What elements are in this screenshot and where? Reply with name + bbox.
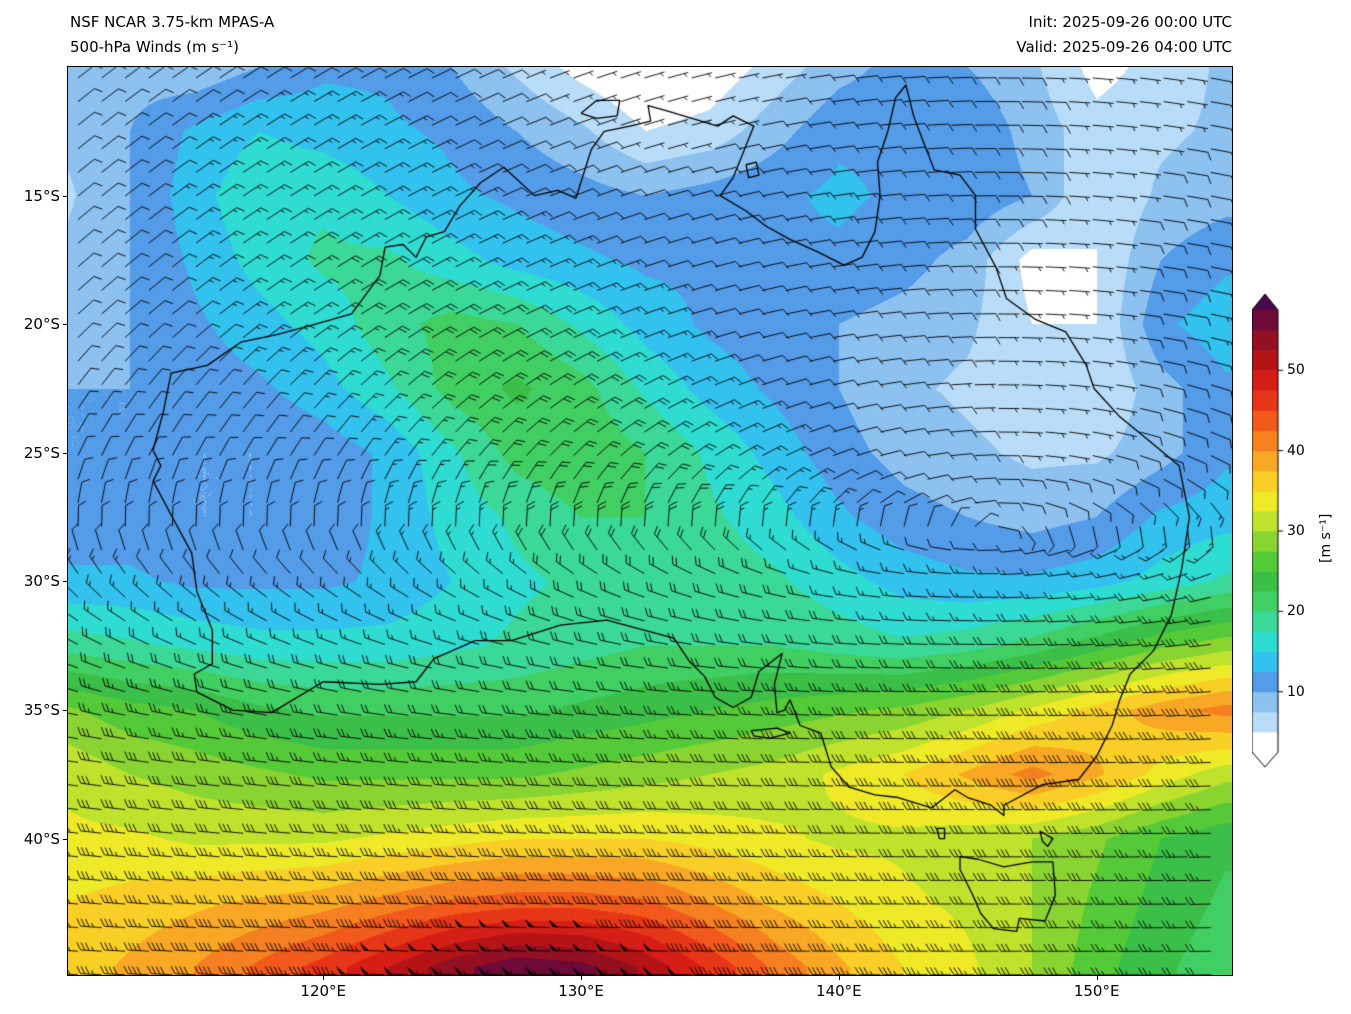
valid-time: Valid: 2025-09-26 04:00 UTC xyxy=(1016,38,1232,56)
wind-map-canvas xyxy=(68,67,1232,975)
colorbar-unit-label: [m s⁻¹] xyxy=(1318,513,1334,563)
y-tick-mark xyxy=(63,195,67,197)
field-title: 500-hPa Winds (m s⁻¹) xyxy=(70,38,239,56)
y-tick-label: 30°S xyxy=(23,572,60,591)
colorbar-tick-label: 50 xyxy=(1287,362,1305,379)
y-tick-mark xyxy=(63,838,67,840)
y-tick-mark xyxy=(63,710,67,712)
init-time: Init: 2025-09-26 00:00 UTC xyxy=(1028,13,1232,31)
x-tick-mark xyxy=(1096,976,1098,980)
y-tick-mark xyxy=(63,581,67,583)
colorbar-tick-label: 10 xyxy=(1287,683,1305,700)
x-tick-mark xyxy=(323,976,325,980)
y-tick-label: 25°S xyxy=(23,443,60,462)
x-tick-label: 130°E xyxy=(558,982,604,1000)
colorbar-tick-label: 20 xyxy=(1287,603,1305,620)
model-title: NSF NCAR 3.75-km MPAS-A xyxy=(70,13,275,31)
y-tick-mark xyxy=(63,452,67,454)
colorbar-tick-label: 40 xyxy=(1287,442,1305,459)
map-plot-area xyxy=(67,66,1233,976)
colorbar xyxy=(1252,290,1296,774)
y-tick-mark xyxy=(63,324,67,326)
figure-title-block: NSF NCAR 3.75-km MPAS-A 500-hPa Winds (m… xyxy=(70,10,274,60)
x-tick-mark xyxy=(581,976,583,980)
y-tick-label: 20°S xyxy=(23,315,60,334)
x-tick-label: 140°E xyxy=(816,982,862,1000)
x-tick-label: 120°E xyxy=(300,982,347,1000)
colorbar-tick-label: 30 xyxy=(1287,523,1305,539)
y-tick-label: 15°S xyxy=(23,186,60,205)
y-tick-label: 40°S xyxy=(23,829,60,848)
x-tick-mark xyxy=(838,976,840,980)
time-stamp-block: Init: 2025-09-26 00:00 UTC Valid: 2025-0… xyxy=(1016,10,1232,60)
x-tick-label: 150°E xyxy=(1073,982,1120,1000)
y-tick-label: 35°S xyxy=(23,701,60,720)
